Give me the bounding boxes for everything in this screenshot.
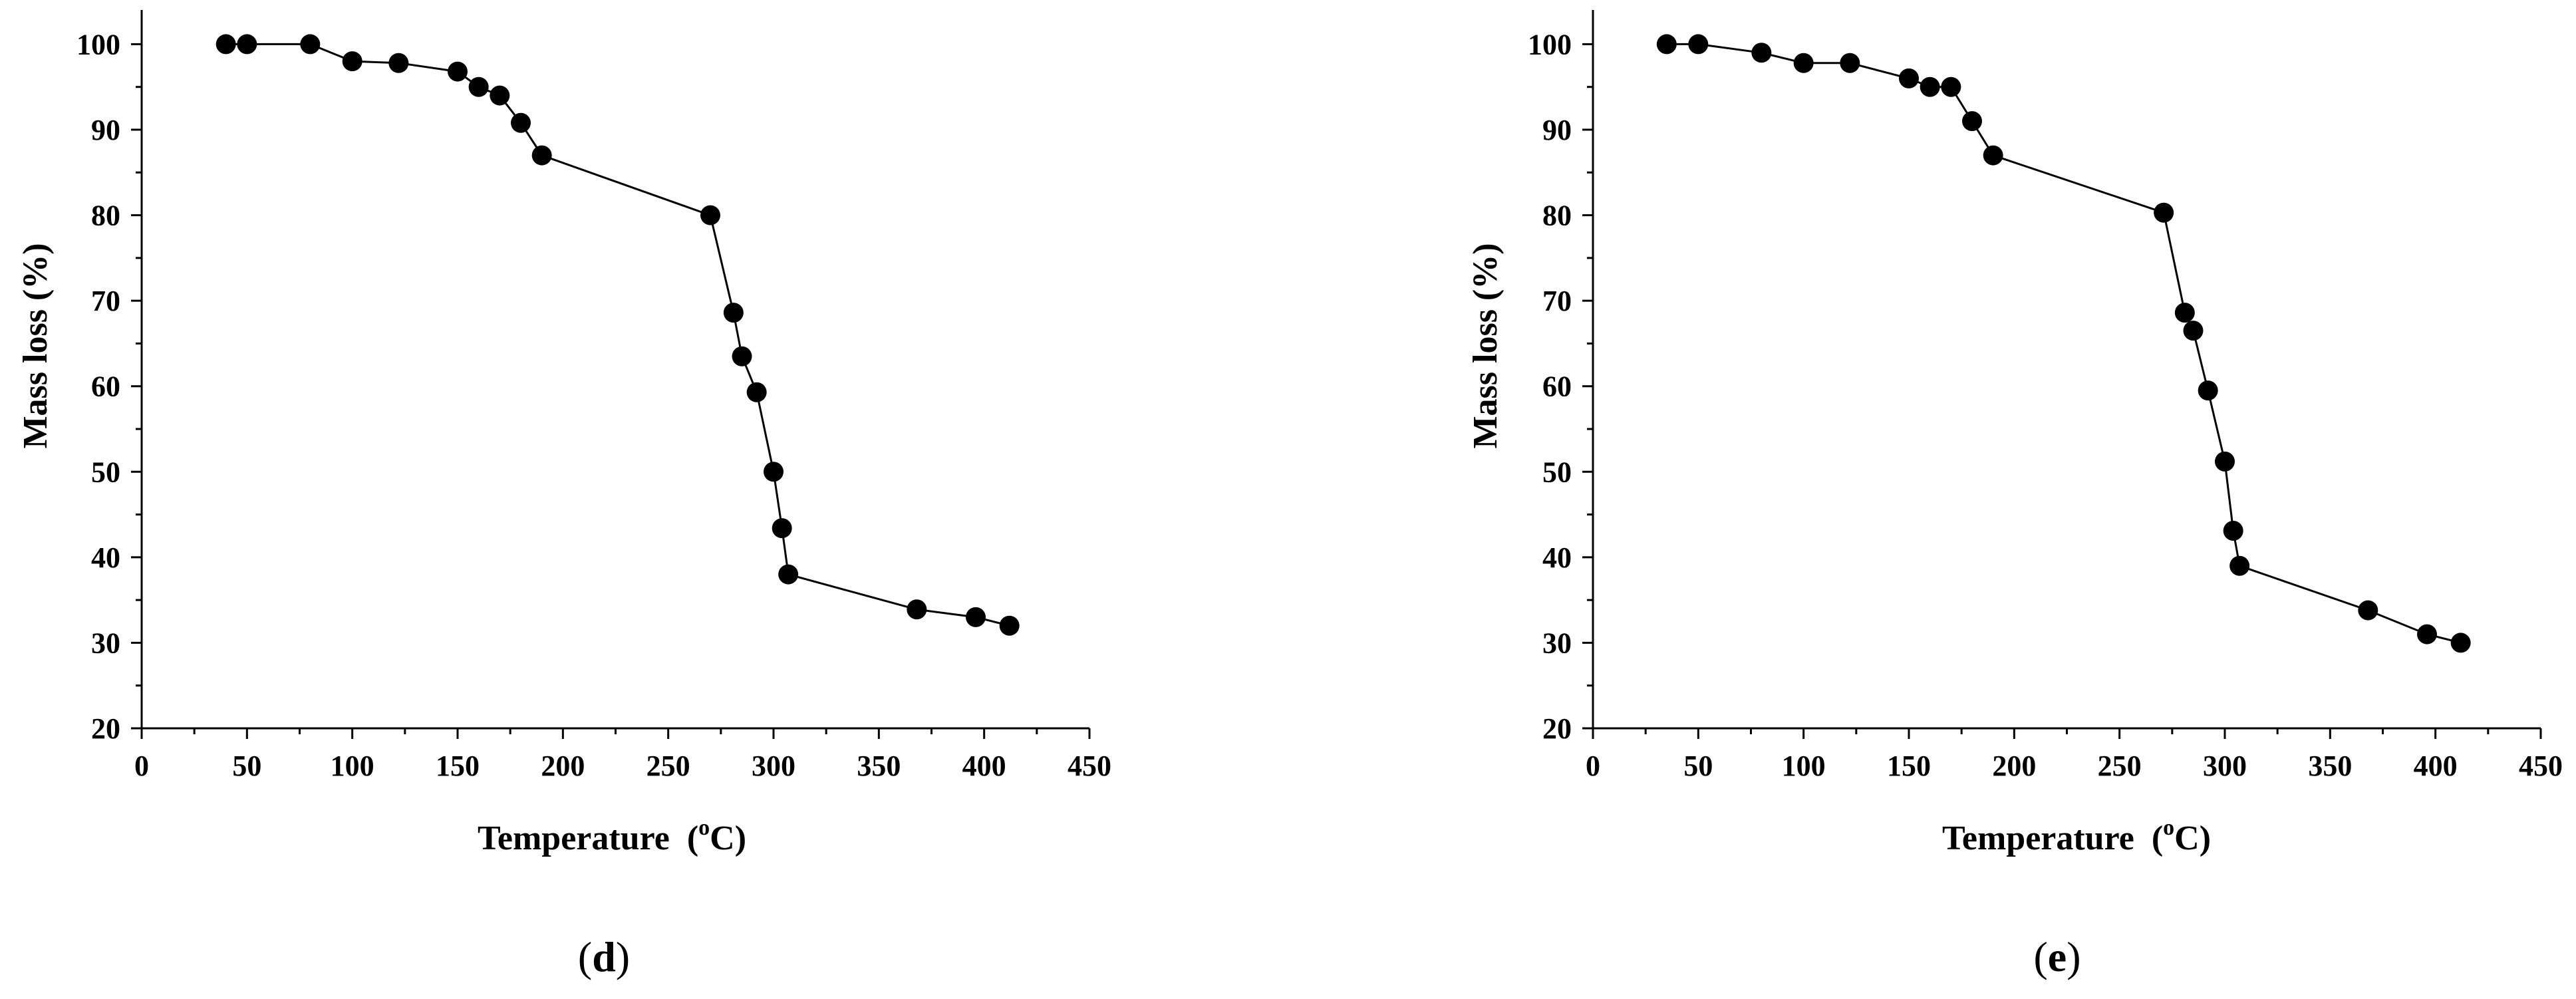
x-tick-label-d: 150 <box>436 750 480 782</box>
data-point-d <box>237 34 257 55</box>
data-point-e <box>1983 145 2003 166</box>
data-point-d <box>723 303 744 323</box>
data-point-e <box>2183 321 2204 341</box>
y-tick-label-d: 40 <box>91 541 120 574</box>
data-point-e <box>1941 76 1961 97</box>
y-tick-label-e: 70 <box>1542 285 1572 317</box>
x-axis-title-e: Temperature (oC) <box>1942 815 2211 857</box>
data-point-e <box>2198 380 2218 401</box>
data-point-e <box>1962 111 1982 132</box>
data-point-d <box>342 51 362 72</box>
y-tick-label-d: 70 <box>91 285 120 317</box>
x-tick-label-e: 250 <box>2098 750 2142 782</box>
data-point-e <box>1793 53 1814 73</box>
data-point-e <box>1899 68 1919 88</box>
data-point-d <box>300 34 321 55</box>
data-point-d <box>388 53 409 73</box>
y-tick-label-d: 100 <box>76 28 120 61</box>
chart-panel-e: 0 50 100 150 200 250 300 350 400 450 20 30 40 50 60 70 8… <box>1467 10 2563 980</box>
x-tick-label-e: 300 <box>2203 750 2247 782</box>
y-tick-label-e: 60 <box>1542 370 1572 403</box>
x-axis-title-d: Temperature (oC) <box>478 815 746 857</box>
y-tick-label-d: 50 <box>91 456 120 488</box>
y-axis-title-d: Mass loss (%) <box>17 243 55 448</box>
data-point-e <box>2358 600 2378 621</box>
series-line-e <box>1666 43 2462 644</box>
y-tick-label-e: 20 <box>1542 712 1572 745</box>
y-tick-label-d: 30 <box>91 627 120 659</box>
panel-label-d: (d) <box>578 933 630 980</box>
data-point-d <box>215 34 236 55</box>
x-tick-label-d: 0 <box>134 750 149 782</box>
x-tick-label-e: 200 <box>1992 750 2036 782</box>
data-point-e <box>2154 202 2174 223</box>
data-point-d <box>732 346 752 366</box>
data-point-d <box>772 518 792 539</box>
data-point-e <box>2417 624 2437 644</box>
y-axis-title-e: Mass loss (%) <box>1467 243 1504 448</box>
x-tick-label-d: 450 <box>1068 750 1111 782</box>
x-tick-label-d: 100 <box>331 750 374 782</box>
y-tick-label-e: 40 <box>1542 541 1572 574</box>
y-tick-label-e: 80 <box>1542 200 1572 232</box>
y-tick-label-d: 20 <box>91 712 120 745</box>
data-point-d <box>907 599 927 620</box>
chart-panel-d: 0 50 100 150 200 250 300 350 400 450 20 30 40 50 60 70 8… <box>17 10 1111 980</box>
x-tick-label-e: 50 <box>1683 750 1713 782</box>
data-point-d <box>448 61 468 82</box>
y-tick-label-e: 90 <box>1542 114 1572 146</box>
y-tick-label-e: 50 <box>1542 456 1572 488</box>
panel-label-e: (e) <box>2033 933 2080 980</box>
data-point-d <box>746 382 767 402</box>
data-point-d <box>468 76 489 97</box>
data-point-d <box>778 564 799 585</box>
data-point-e <box>1840 53 1860 73</box>
x-tick-label-e: 0 <box>1586 750 1600 782</box>
data-point-e <box>2215 451 2235 472</box>
plot-area-e <box>1656 34 2471 653</box>
y-tick-label-d: 80 <box>91 200 120 232</box>
data-point-d <box>999 615 1020 636</box>
axes-e: 0 50 100 150 200 250 300 350 400 450 20 30 40 50 60 70 8… <box>1528 10 2563 782</box>
data-point-e <box>2174 303 2195 323</box>
x-tick-label-e: 150 <box>1887 750 1931 782</box>
x-tick-label-e: 350 <box>2308 750 2352 782</box>
data-point-e <box>1751 43 1772 63</box>
plot-area-d <box>215 34 1020 636</box>
x-tick-label-e: 450 <box>2519 750 2563 782</box>
data-point-d <box>700 205 720 225</box>
x-tick-label-e: 100 <box>1782 750 1826 782</box>
data-point-d <box>764 462 784 482</box>
x-tick-label-d: 400 <box>962 750 1006 782</box>
x-tick-label-d: 300 <box>752 750 795 782</box>
x-tick-label-d: 250 <box>646 750 690 782</box>
data-point-e <box>2229 555 2250 576</box>
axes-d: 0 50 100 150 200 250 300 350 400 450 20 30 40 50 60 70 8… <box>76 10 1111 782</box>
data-point-e <box>1920 76 1940 97</box>
data-point-d <box>531 145 552 166</box>
y-tick-label-e: 30 <box>1542 627 1572 659</box>
y-tick-label-d: 90 <box>91 114 120 146</box>
x-tick-label-d: 50 <box>232 750 261 782</box>
data-point-e <box>2450 633 2471 653</box>
x-tick-label-d: 200 <box>541 750 585 782</box>
data-point-e <box>2223 521 2243 541</box>
data-point-e <box>1688 34 1709 55</box>
data-point-d <box>490 85 510 106</box>
data-point-e <box>1656 34 1677 55</box>
x-tick-label-e: 400 <box>2414 750 2458 782</box>
data-point-d <box>511 112 531 133</box>
x-tick-label-d: 350 <box>857 750 901 782</box>
y-tick-label-d: 60 <box>91 370 120 403</box>
data-point-d <box>966 607 986 627</box>
y-tick-label-e: 100 <box>1528 28 1572 61</box>
series-line-d <box>225 43 1010 627</box>
